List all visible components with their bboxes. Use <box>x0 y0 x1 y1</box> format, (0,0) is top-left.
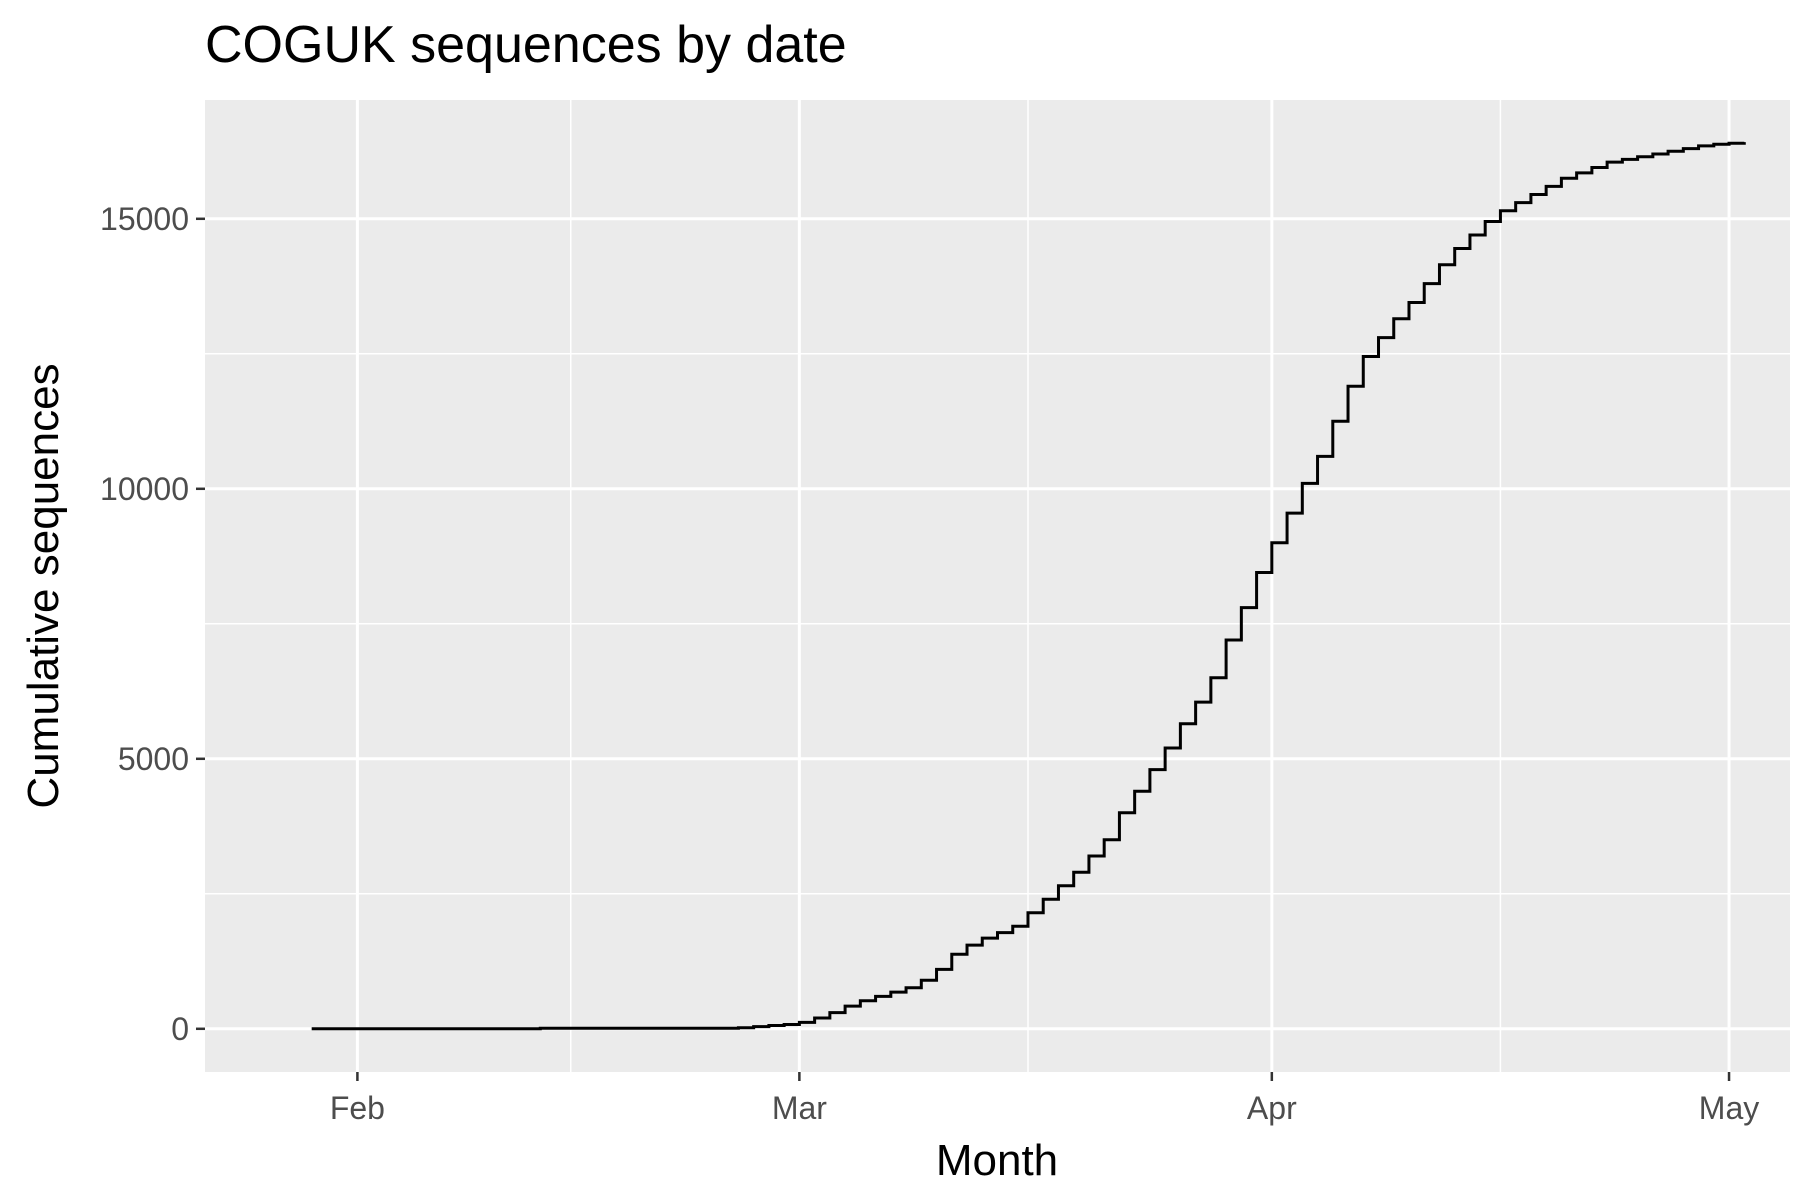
series-layer <box>311 141 1746 1031</box>
plot-panel <box>205 100 1790 1072</box>
x-tick-label: Feb <box>330 1090 385 1126</box>
x-axis: Feb Mar Apr May <box>330 1072 1759 1126</box>
y-tick-label: 10000 <box>100 471 189 507</box>
y-tick-label: 0 <box>171 1011 189 1047</box>
y-tick-label: 15000 <box>100 201 189 237</box>
chart-title: COGUK sequences by date <box>205 16 847 74</box>
series-line-0 <box>311 141 1746 1031</box>
x-tick-label: May <box>1699 1090 1759 1126</box>
x-tick-label: Mar <box>772 1090 827 1126</box>
x-tick-label: Apr <box>1247 1090 1297 1126</box>
y-axis: 0 5000 10000 15000 <box>100 201 205 1047</box>
x-axis-title: Month <box>936 1136 1058 1185</box>
grid-lines <box>205 100 1790 1072</box>
y-axis-title: Cumulative sequences <box>19 363 68 808</box>
y-tick-label: 5000 <box>118 741 189 777</box>
